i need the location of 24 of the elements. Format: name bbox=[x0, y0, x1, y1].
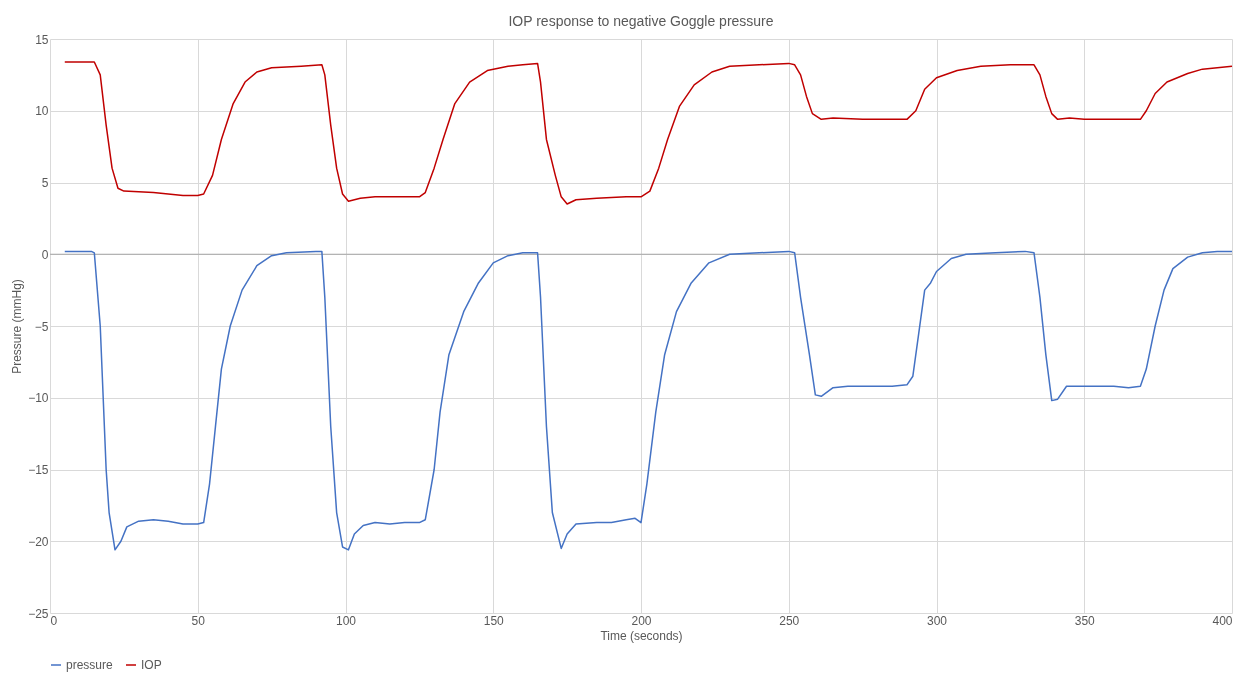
x-tick-label: 150 bbox=[483, 613, 505, 628]
x-tick-label: 300 bbox=[926, 613, 948, 628]
x-tick-label: 200 bbox=[631, 613, 652, 628]
y-tick-label: 10 bbox=[35, 104, 49, 119]
line-series bbox=[64, 61, 1233, 205]
legend-label: IOP bbox=[141, 658, 162, 672]
y-tick-label: −5 bbox=[34, 319, 49, 334]
x-tick-label: 400 bbox=[1212, 613, 1233, 628]
y-tick-label: −10 bbox=[28, 391, 49, 406]
x-tick-label: 100 bbox=[335, 613, 357, 628]
y-tick-label: 15 bbox=[35, 32, 49, 47]
y-tick-label: 5 bbox=[41, 176, 49, 190]
y-tick-label: −20 bbox=[28, 534, 49, 549]
y-tick-label: −15 bbox=[28, 463, 49, 477]
x-tick-label: 50 bbox=[191, 613, 206, 628]
y-axis-title: Pressure (mmHg) bbox=[10, 279, 25, 374]
legend-label: pressure bbox=[66, 658, 114, 672]
x-axis-title: Time (seconds) bbox=[600, 628, 683, 643]
line-series bbox=[64, 250, 1233, 551]
chart-title: IOP response to negative Goggle pressure bbox=[508, 13, 774, 29]
x-tick-label: 350 bbox=[1074, 613, 1096, 628]
y-tick-label: 0 bbox=[41, 247, 49, 262]
x-tick-label: 250 bbox=[779, 613, 800, 628]
y-tick-label: −25 bbox=[28, 606, 49, 621]
